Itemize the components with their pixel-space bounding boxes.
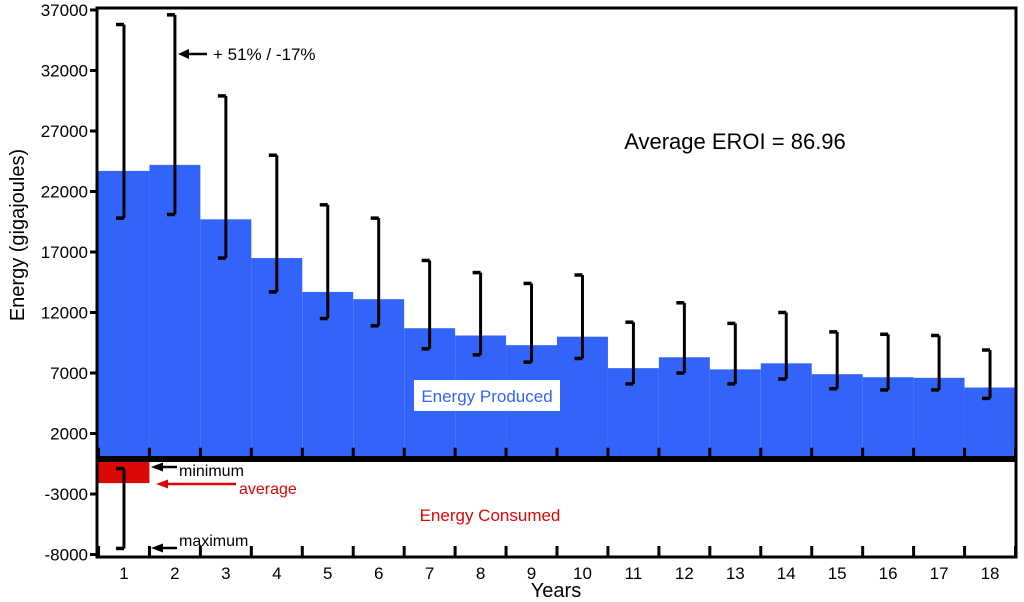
- y-tick-label: 7000: [50, 364, 88, 383]
- y-tick-label: 17000: [41, 243, 88, 262]
- average-label: average: [239, 481, 297, 498]
- axes-layer: [90, 6, 1018, 559]
- x-tick-label: 17: [930, 564, 949, 583]
- y-tick-label: 22000: [41, 183, 88, 202]
- x-tick-label: 10: [573, 564, 592, 583]
- x-tick-label: 9: [527, 564, 536, 583]
- y-axis-title: Energy (gigajoules): [7, 149, 29, 321]
- x-tick-label: 8: [476, 564, 485, 583]
- minimum-label: minimum: [179, 463, 244, 480]
- x-tick-label: 7: [425, 564, 434, 583]
- minimum-arrowhead-icon: [151, 462, 163, 472]
- x-tick-label: 11: [625, 564, 643, 583]
- x-tick-label: 4: [272, 564, 281, 583]
- y-tick-label: 37000: [41, 1, 88, 20]
- plot-frame: [95, 6, 1018, 559]
- error-annotation-arrowhead-icon: [178, 49, 189, 59]
- y-tick-label: 2000: [50, 425, 88, 444]
- maximum-arrowhead-icon: [151, 543, 163, 553]
- x-tick-label: 15: [828, 564, 847, 583]
- x-tick-label: 6: [374, 564, 383, 583]
- x-tick-label: 14: [777, 564, 796, 583]
- energy-consumed-label: Energy Consumed: [420, 506, 561, 525]
- x-tick-label: 12: [675, 564, 694, 583]
- x-tick-label: 3: [221, 564, 230, 583]
- x-tick-label: 18: [981, 564, 1000, 583]
- tick-labels-layer: 37000 32000 27000 22000 17000 12000 7000 2000 -3…: [41, 1, 1000, 583]
- y-tick-label: 32000: [41, 62, 88, 81]
- y-tick-label: -8000: [45, 546, 88, 565]
- energy-produced-label: Energy Produced: [421, 387, 552, 406]
- x-tick-label: 13: [726, 564, 745, 583]
- produced-bars-layer: [98, 164, 1016, 460]
- x-tick-label: 1: [119, 564, 128, 583]
- y-tick-label: -3000: [45, 485, 88, 504]
- energy-produced-label-box: [414, 380, 560, 411]
- x-tick-label: 5: [323, 564, 332, 583]
- average-arrowhead-icon: [156, 479, 168, 489]
- x-axis-title: Years: [531, 580, 581, 602]
- y-tick-label: 12000: [41, 304, 88, 323]
- error-bars-layer: [115, 13, 992, 551]
- maximum-label: maximum: [179, 533, 248, 550]
- x-tick-label: 2: [170, 564, 179, 583]
- x-tick-label: 16: [879, 564, 898, 583]
- error-range-annotation: + 51% / -17%: [213, 45, 316, 64]
- y-tick-label: 27000: [41, 122, 88, 141]
- average-eroi-annotation: Average EROI = 86.96: [624, 129, 846, 154]
